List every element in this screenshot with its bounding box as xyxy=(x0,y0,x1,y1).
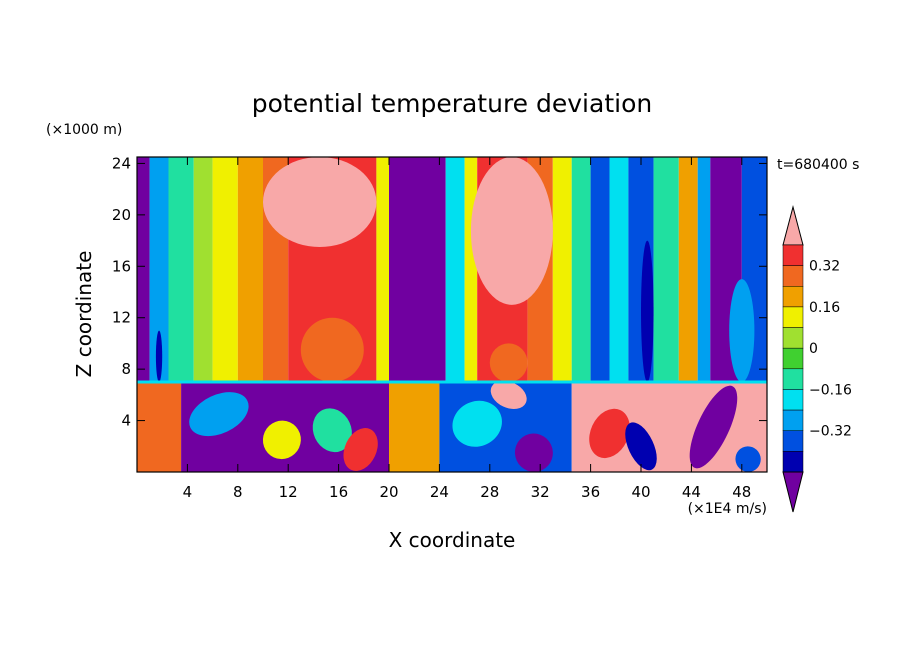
upper-band-15 xyxy=(571,157,591,382)
x-unit-label: (×1E4 m/s) xyxy=(688,501,767,517)
x-tick-label: 4 xyxy=(183,483,193,501)
chart-title: potential temperature deviation xyxy=(252,89,652,118)
colorbar-segment xyxy=(782,347,804,370)
lower-band-0 xyxy=(137,382,182,472)
x-tick-label: 12 xyxy=(279,483,298,501)
upper-band-1 xyxy=(149,157,169,382)
y-axis-title: Z coordinate xyxy=(72,251,96,378)
x-axis: 4 8 12 16 20 24 28 32 36 40 44 48 xyxy=(183,157,751,501)
colorbar-label: 0.32 xyxy=(809,259,840,275)
time-label: t=680400 s xyxy=(777,157,859,173)
upper-band-21 xyxy=(697,157,711,382)
colorbar-segment xyxy=(782,327,804,349)
upper-band-9 xyxy=(389,157,446,382)
x-tick-label: 24 xyxy=(430,483,449,501)
upper-contour-5 xyxy=(155,330,163,382)
colorbar-segment xyxy=(782,409,804,431)
y-tick-label: 4 xyxy=(121,412,131,430)
upper-band-4 xyxy=(212,157,238,382)
lower-contour-5 xyxy=(490,380,527,409)
upper-band-16 xyxy=(590,157,610,382)
upper-contour-4 xyxy=(641,240,654,382)
y-tick-label: 16 xyxy=(112,257,131,275)
colorbar-top-arrow xyxy=(782,205,804,246)
colorbar-label: 0 xyxy=(809,341,818,357)
colorbar-label: −0.32 xyxy=(809,424,852,440)
upper-contour-2 xyxy=(300,317,364,382)
colorbar-label: −0.16 xyxy=(809,382,852,398)
colorbar-segment xyxy=(782,430,804,452)
x-axis-title: X coordinate xyxy=(389,528,516,552)
x-tick-label: 28 xyxy=(480,483,499,501)
colorbar-segment xyxy=(782,306,804,328)
lower-contour-8 xyxy=(625,422,657,471)
upper-band-3 xyxy=(193,157,213,382)
contour-field xyxy=(137,157,767,472)
y-tick-label: 8 xyxy=(121,360,131,378)
upper-band-5 xyxy=(237,157,263,382)
upper-band-8 xyxy=(376,157,389,382)
x-tick-label: 16 xyxy=(329,483,348,501)
colorbar-segment xyxy=(782,265,804,287)
colorbar-segment xyxy=(782,286,804,308)
lower-band-2 xyxy=(389,382,440,472)
upper-band-17 xyxy=(609,157,629,382)
y-unit-label: (×1000 m) xyxy=(46,122,122,138)
upper-contour-1 xyxy=(470,157,553,305)
x-tick-label: 40 xyxy=(631,483,650,501)
lower-contour-0 xyxy=(189,392,249,437)
upper-contour-3 xyxy=(489,343,528,383)
x-tick-label: 20 xyxy=(379,483,398,501)
upper-band-2 xyxy=(168,157,194,382)
lower-contour-7 xyxy=(589,408,630,459)
upper-contour-6 xyxy=(729,279,755,383)
x-tick-label: 32 xyxy=(531,483,550,501)
colorbar-segment xyxy=(782,389,804,411)
y-tick-label: 12 xyxy=(112,309,131,327)
lower-contour-1 xyxy=(262,420,301,460)
colorbar-segment xyxy=(782,368,804,390)
lower-contour-4 xyxy=(452,400,502,447)
colorbar-bottom-arrow xyxy=(782,471,804,513)
colorbar-label: 0.16 xyxy=(809,300,840,316)
upper-band-20 xyxy=(678,157,698,382)
lower-contour-3 xyxy=(343,428,378,471)
y-tick-label: 24 xyxy=(112,154,131,172)
x-tick-label: 48 xyxy=(732,483,751,501)
x-tick-label: 8 xyxy=(233,483,243,501)
upper-band-0 xyxy=(137,157,150,382)
x-tick-label: 44 xyxy=(682,483,701,501)
y-axis: 4 8 12 16 20 24 xyxy=(112,154,767,430)
colorbar: 0.32 0.16 0 −0.16 −0.32 xyxy=(782,205,852,513)
plot-frame xyxy=(136,156,768,473)
lower-contour-2 xyxy=(312,408,352,453)
upper-band-19 xyxy=(653,157,679,382)
y-tick-label: 20 xyxy=(112,206,131,224)
upper-band-10 xyxy=(445,157,465,382)
upper-band-14 xyxy=(552,157,572,382)
x-tick-label: 36 xyxy=(581,483,600,501)
lower-contour-9 xyxy=(689,385,738,469)
upper-band-11 xyxy=(464,157,478,382)
colorbar-segment xyxy=(782,451,804,473)
upper-contour-0 xyxy=(263,157,377,247)
lower-contour-6 xyxy=(514,433,553,472)
colorbar-segment xyxy=(782,244,804,266)
